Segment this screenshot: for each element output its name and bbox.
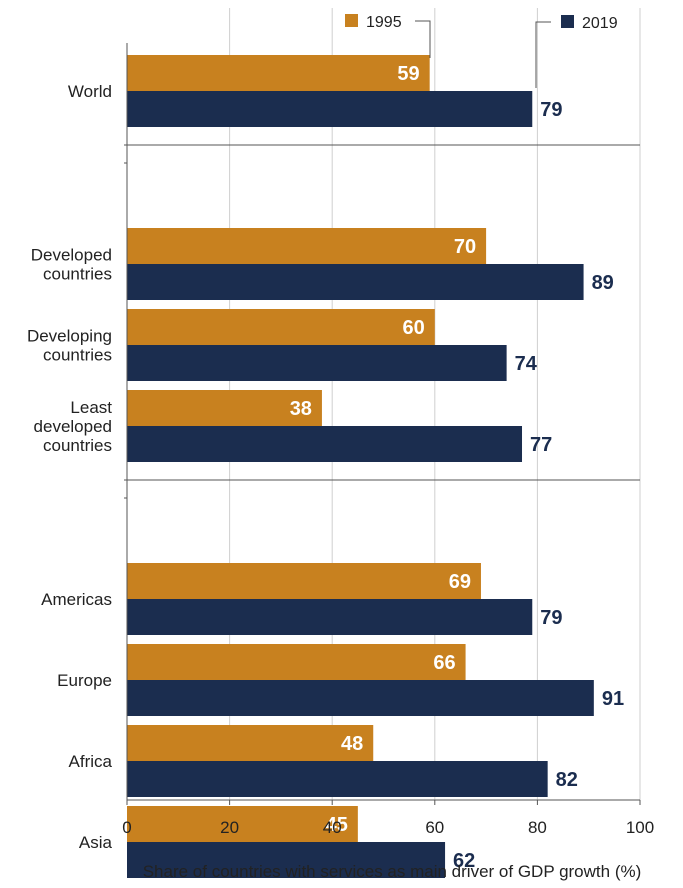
bars	[127, 55, 594, 878]
value-label: 69	[449, 571, 471, 593]
category-label: Americas	[41, 590, 112, 609]
legend: 1995 2019	[345, 14, 618, 88]
legend-swatch-1995	[345, 14, 358, 27]
bar-1995	[127, 563, 481, 599]
legend-leader-1995	[415, 20, 431, 58]
bar-1995	[127, 309, 435, 345]
bar-2019	[127, 426, 523, 462]
bar-2019	[127, 345, 507, 381]
legend-swatch-2019	[561, 15, 574, 28]
bar-2019	[127, 680, 594, 716]
value-label: 62	[453, 850, 475, 872]
bar-1995	[127, 390, 322, 426]
category-label: Developed countries	[31, 246, 112, 284]
bar-1995	[127, 228, 487, 264]
x-axis: 0 20 40 60 80 100	[122, 43, 654, 837]
x-tick-label: 20	[220, 818, 239, 837]
bar-2019	[127, 91, 533, 127]
legend-label-2019: 2019	[582, 15, 618, 32]
x-tick-label: 60	[425, 818, 444, 837]
value-label: 48	[341, 733, 363, 755]
value-label: 77	[530, 434, 552, 456]
legend-label-1995: 1995	[366, 14, 402, 31]
value-labels: 59 79 70 89 60 74 38 77 69 79 66 91 48 82 45 62	[290, 63, 624, 872]
category-label: Developing countries	[27, 327, 112, 365]
bar-2019	[127, 761, 548, 797]
value-label: 79	[540, 607, 562, 629]
value-label: 79	[540, 99, 562, 121]
value-label: 82	[556, 769, 578, 791]
bar-2019	[127, 599, 533, 635]
bar-2019	[127, 842, 446, 878]
x-tick-label: 0	[122, 818, 131, 837]
category-labels: World Developed countries Developing countri…	[27, 82, 113, 852]
value-label: 70	[454, 236, 476, 258]
bar-1995	[127, 806, 358, 842]
x-tick-label: 100	[626, 818, 654, 837]
category-label: Asia	[79, 833, 113, 852]
category-label: Least developed countries	[34, 398, 113, 455]
value-label: 59	[397, 63, 419, 85]
bar-1995	[127, 644, 466, 680]
value-label: 60	[403, 317, 425, 339]
value-label: 45	[326, 814, 348, 836]
value-label: 91	[602, 688, 624, 710]
bar-1995	[127, 55, 430, 91]
category-label: World	[68, 82, 112, 101]
x-tick-label: 80	[528, 818, 547, 837]
category-label: Europe	[57, 671, 112, 690]
value-label: 74	[515, 353, 538, 375]
category-label: Africa	[69, 752, 113, 771]
x-tick-label: 40	[323, 818, 342, 837]
value-label: 38	[290, 398, 312, 420]
x-axis-title: Share of countries with services as main…	[143, 862, 642, 881]
legend-leader-2019	[535, 21, 551, 88]
value-label: 66	[433, 652, 455, 674]
value-label: 89	[592, 272, 614, 294]
bar-2019	[127, 264, 584, 300]
bar-1995	[127, 725, 374, 761]
